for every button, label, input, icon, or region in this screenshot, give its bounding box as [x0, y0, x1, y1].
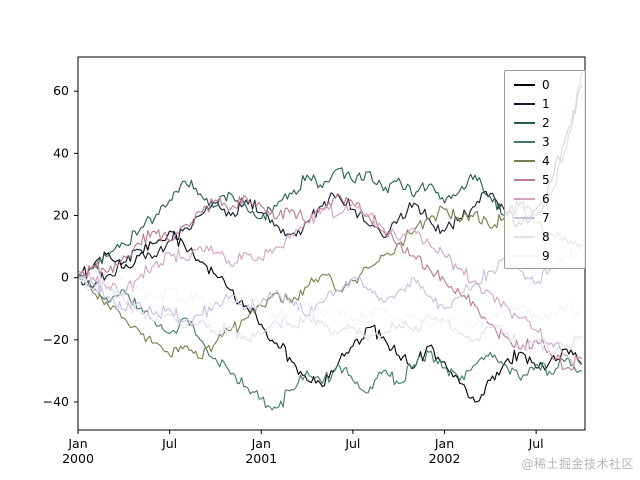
legend-line-swatch	[514, 216, 535, 219]
x-tick-label: Jul	[344, 436, 360, 451]
series-line-2	[78, 72, 583, 279]
legend-line-swatch	[514, 140, 535, 143]
legend-item: 2	[505, 113, 585, 132]
series-line-4	[78, 204, 583, 360]
y-tick-label: 40	[53, 145, 69, 160]
legend-line-swatch	[514, 121, 535, 124]
legend-item: 1	[505, 94, 585, 113]
legend-line-swatch	[514, 102, 535, 105]
legend-line-swatch	[514, 254, 535, 257]
legend-line-swatch	[514, 83, 535, 86]
series-line-9	[78, 270, 582, 329]
legend-line-swatch	[514, 178, 535, 181]
legend-line-swatch	[514, 235, 535, 238]
legend-label: 6	[542, 191, 550, 206]
legend-label: 9	[542, 248, 550, 263]
legend-label: 0	[542, 77, 550, 92]
series-line-7	[78, 246, 583, 327]
y-tick-label: −20	[43, 332, 69, 347]
legend-label: 3	[542, 134, 550, 149]
x-tick-label: Jul	[161, 436, 177, 451]
legend-line-swatch	[514, 159, 535, 162]
y-tick-label: 0	[61, 270, 69, 285]
x-tick-label: Jan	[251, 436, 271, 451]
legend-item: 4	[505, 151, 585, 170]
x-tick-year-label: 2001	[245, 451, 277, 466]
legend-item: 9	[505, 246, 585, 265]
x-tick-label: Jan	[434, 436, 454, 451]
series-line-8	[78, 276, 582, 355]
series-line-3	[78, 276, 582, 411]
y-tick-label: 20	[53, 208, 69, 223]
series-line-5	[78, 193, 583, 371]
x-tick-label: Jan	[67, 436, 87, 451]
x-tick-year-label: 2002	[429, 451, 461, 466]
legend-item: 3	[505, 132, 585, 151]
legend-label: 5	[542, 172, 550, 187]
x-tick-label: Jul	[528, 436, 544, 451]
legend-item: 8	[505, 227, 585, 246]
y-tick-label: −40	[43, 394, 69, 409]
legend-item: 5	[505, 170, 585, 189]
series-group	[78, 72, 583, 411]
x-tick-year-label: 2000	[62, 451, 94, 466]
y-tick-label: 60	[53, 83, 69, 98]
legend-line-swatch	[514, 197, 535, 200]
legend-label: 8	[542, 229, 550, 244]
legend-label: 7	[542, 210, 550, 225]
legend-item: 6	[505, 189, 585, 208]
legend-item: 0	[505, 75, 585, 94]
legend-label: 1	[542, 96, 550, 111]
legend: 0 1 2 3 4 5 6 7 8 9	[504, 70, 586, 269]
legend-label: 4	[542, 153, 550, 168]
legend-label: 2	[542, 115, 550, 130]
series-line-6	[78, 202, 583, 368]
series-line-0	[78, 230, 583, 403]
watermark: @稀土掘金技术社区	[521, 457, 634, 471]
legend-item: 7	[505, 208, 585, 227]
